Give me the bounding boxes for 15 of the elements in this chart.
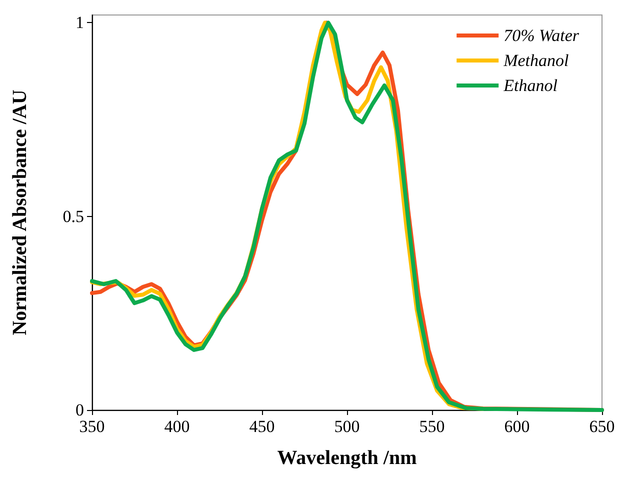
x-axis-title: Wavelength /nm <box>277 447 418 469</box>
x-tick-label: 450 <box>249 417 275 436</box>
x-tick-label: 550 <box>419 417 445 436</box>
legend-label: Methanol <box>502 51 570 70</box>
x-tick-label: 600 <box>504 417 530 436</box>
legend-label: Ethanol <box>502 76 558 95</box>
y-tick-label: 0.5 <box>62 206 84 226</box>
legend-label: 70% Water <box>504 26 580 45</box>
y-tick-label: 0 <box>76 400 84 420</box>
x-tick-label: 350 <box>79 417 105 436</box>
x-tick-label: 650 <box>589 417 615 436</box>
y-tick-label: 1 <box>76 13 84 32</box>
x-tick-label: 400 <box>164 417 190 436</box>
x-tick-label: 500 <box>334 417 360 436</box>
y-axis-title: Normalized Absorbance /AU <box>9 90 31 336</box>
